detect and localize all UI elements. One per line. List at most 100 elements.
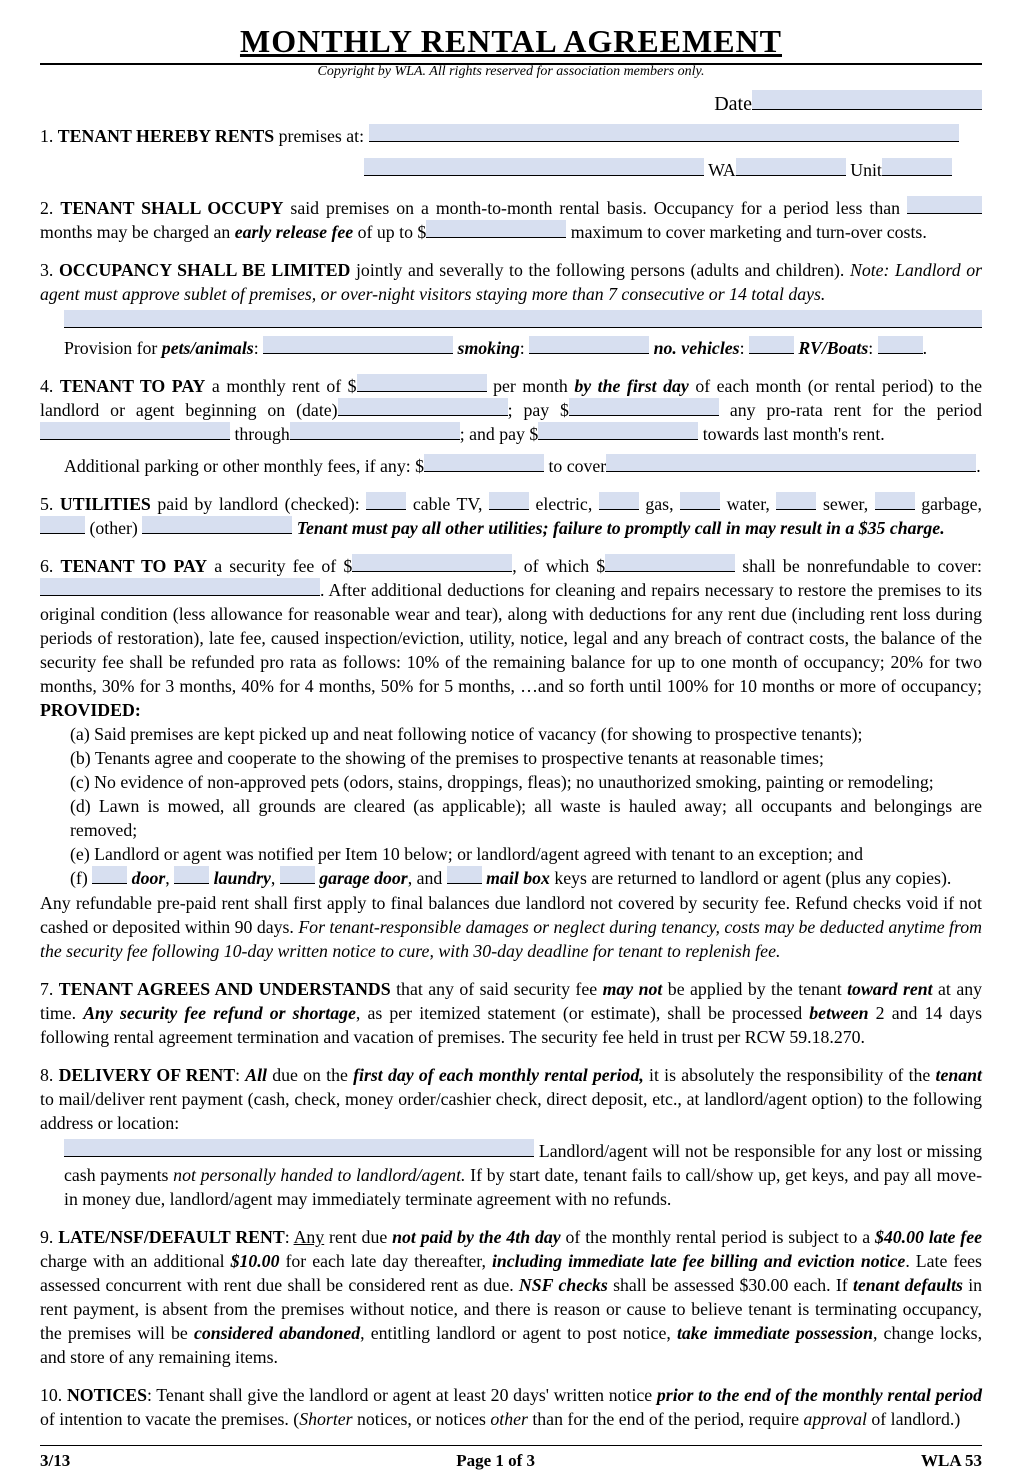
prior: prior to the end of the monthly rental p… — [657, 1385, 982, 1405]
parking-cover-field[interactable] — [606, 454, 976, 472]
c4b: per month — [487, 376, 575, 396]
nonrefund-field[interactable] — [605, 554, 735, 572]
unit-label: Unit — [850, 160, 882, 180]
door-check[interactable] — [92, 866, 127, 884]
mailbox-check[interactable] — [447, 866, 482, 884]
garbage: garbage, — [915, 494, 982, 514]
premises-city-field[interactable] — [364, 158, 704, 176]
nonrefund-cover-field[interactable] — [40, 578, 320, 596]
fee-field[interactable] — [426, 220, 566, 238]
other-check[interactable] — [40, 516, 85, 534]
secfee-field[interactable] — [352, 554, 512, 572]
address-field[interactable] — [64, 1139, 534, 1157]
premises-field-1[interactable] — [369, 124, 959, 142]
c7b: be applied by the tenant — [662, 979, 847, 999]
copyright-line: Copyright by WLA. All rights reserved fo… — [40, 63, 982, 82]
c3a: jointly and severally to the following p… — [350, 260, 850, 280]
cable: cable TV, — [406, 494, 489, 514]
clause-8: DELIVERY OF RENT: All due on the first d… — [40, 1063, 982, 1211]
c1-rest: premises at: — [274, 126, 368, 146]
fee40: $40.00 late fee — [875, 1227, 982, 1247]
pets-field[interactable] — [263, 336, 453, 354]
lastmonth-field[interactable] — [538, 422, 698, 440]
c9g: shall be assessed $30.00 each. If — [608, 1275, 853, 1295]
c4h: towards last month's rent. — [698, 424, 884, 444]
c4g: ; and pay $ — [460, 424, 539, 444]
document-title: MONTHLY RENTAL AGREEMENT — [40, 20, 982, 63]
nothand: not personally handed to landlord/agent. — [173, 1165, 465, 1185]
any: Any — [294, 1227, 325, 1247]
laundry-check[interactable] — [174, 866, 209, 884]
c4i: Additional parking or other monthly fees… — [64, 456, 424, 476]
footer-center: Page 1 of 3 — [456, 1450, 535, 1473]
date-field[interactable] — [752, 90, 982, 110]
c9d: charge with an additional — [40, 1251, 231, 1271]
provided: PROVIDED: — [40, 700, 141, 720]
c5-lead: UTILITIES — [60, 494, 151, 514]
electric-check[interactable] — [489, 492, 529, 510]
smoking-label: smoking — [458, 338, 520, 358]
util-tail: Tenant must pay all other utilities; fai… — [297, 518, 945, 538]
state-zip-field[interactable] — [736, 158, 846, 176]
c8a: : — [235, 1065, 245, 1085]
clause-10: NOTICES: Tenant shall give the landlord … — [40, 1383, 982, 1431]
unit-field[interactable] — [882, 158, 952, 176]
rv-label: RV/Boats — [798, 338, 868, 358]
date-row: Date — [40, 90, 982, 118]
clause-1: TENANT HEREBY RENTS premises at: WA Unit — [40, 124, 982, 182]
nsf: NSF checks — [519, 1275, 608, 1295]
begin-date-field[interactable] — [338, 398, 508, 416]
pets-label: pets/animals — [162, 338, 254, 358]
c4e: any pro-rata rent for the period — [719, 400, 982, 420]
c6pc: (c) No evidence of non-approved pets (od… — [40, 770, 982, 794]
clause-3: OCCUPANCY SHALL BE LIMITED jointly and s… — [40, 258, 982, 360]
clause-7: TENANT AGREES AND UNDERSTANDS that any o… — [40, 977, 982, 1049]
title-container: MONTHLY RENTAL AGREEMENT — [40, 20, 982, 65]
door: door — [132, 868, 166, 888]
tenant8: tenant — [936, 1065, 982, 1085]
c6a: a security fee of $ — [207, 556, 352, 576]
mailbox: mail box — [486, 868, 550, 888]
c2-lead: TENANT SHALL OCCUPY — [60, 198, 283, 218]
cable-check[interactable] — [366, 492, 406, 510]
maynot: may not — [603, 979, 663, 999]
pf-tail: keys are returned to landlord or agent (… — [550, 868, 951, 888]
months-field[interactable] — [907, 196, 982, 214]
c8d: to mail/deliver rent payment (cash, chec… — [40, 1089, 982, 1133]
gas-check[interactable] — [599, 492, 639, 510]
persons-field[interactable] — [64, 310, 982, 328]
garage: garage door — [319, 868, 407, 888]
aband: considered abandoned — [194, 1323, 360, 1343]
water-check[interactable] — [680, 492, 720, 510]
c9i: , entitling landlord or agent to post no… — [360, 1323, 677, 1343]
c7a: that any of said security fee — [391, 979, 603, 999]
c5a: paid by landlord (checked): — [151, 494, 366, 514]
period-to-field[interactable] — [290, 422, 460, 440]
c8-lead: DELIVERY OF RENT — [59, 1065, 235, 1085]
sewer-check[interactable] — [776, 492, 816, 510]
c9a: : — [285, 1227, 294, 1247]
c7-lead: TENANT AGREES AND UNDERSTANDS — [59, 979, 391, 999]
c8b: due on the — [267, 1065, 353, 1085]
c1-lead: TENANT HEREBY RENTS — [58, 126, 274, 146]
garage-check[interactable] — [280, 866, 315, 884]
sewer: sewer, — [816, 494, 874, 514]
c9c: of the monthly rental period is subject … — [561, 1227, 875, 1247]
c4f: through — [230, 424, 290, 444]
c2d: maximum to cover marketing and turn-over… — [566, 222, 926, 242]
garbage-check[interactable] — [875, 492, 915, 510]
c4d: ; pay $ — [508, 400, 569, 420]
page-footer: 3/13 Page 1 of 3 WLA 53 — [40, 1445, 982, 1473]
period-from-field[interactable] — [40, 422, 230, 440]
other-util-field[interactable] — [142, 516, 292, 534]
rent-field[interactable] — [357, 374, 487, 392]
prorata-field[interactable] — [569, 398, 719, 416]
vehicles-field[interactable] — [749, 336, 794, 354]
c6pf: (f) door, laundry, garage door, and mail… — [40, 866, 982, 890]
early-release: early release fee — [235, 222, 353, 242]
c9-lead: LATE/NSF/DEFAULT RENT — [58, 1227, 285, 1247]
parking-fee-field[interactable] — [424, 454, 544, 472]
smoking-field[interactable] — [529, 336, 649, 354]
rv-field[interactable] — [878, 336, 923, 354]
refund-lbl: Any security fee refund or shortage — [83, 1003, 356, 1023]
